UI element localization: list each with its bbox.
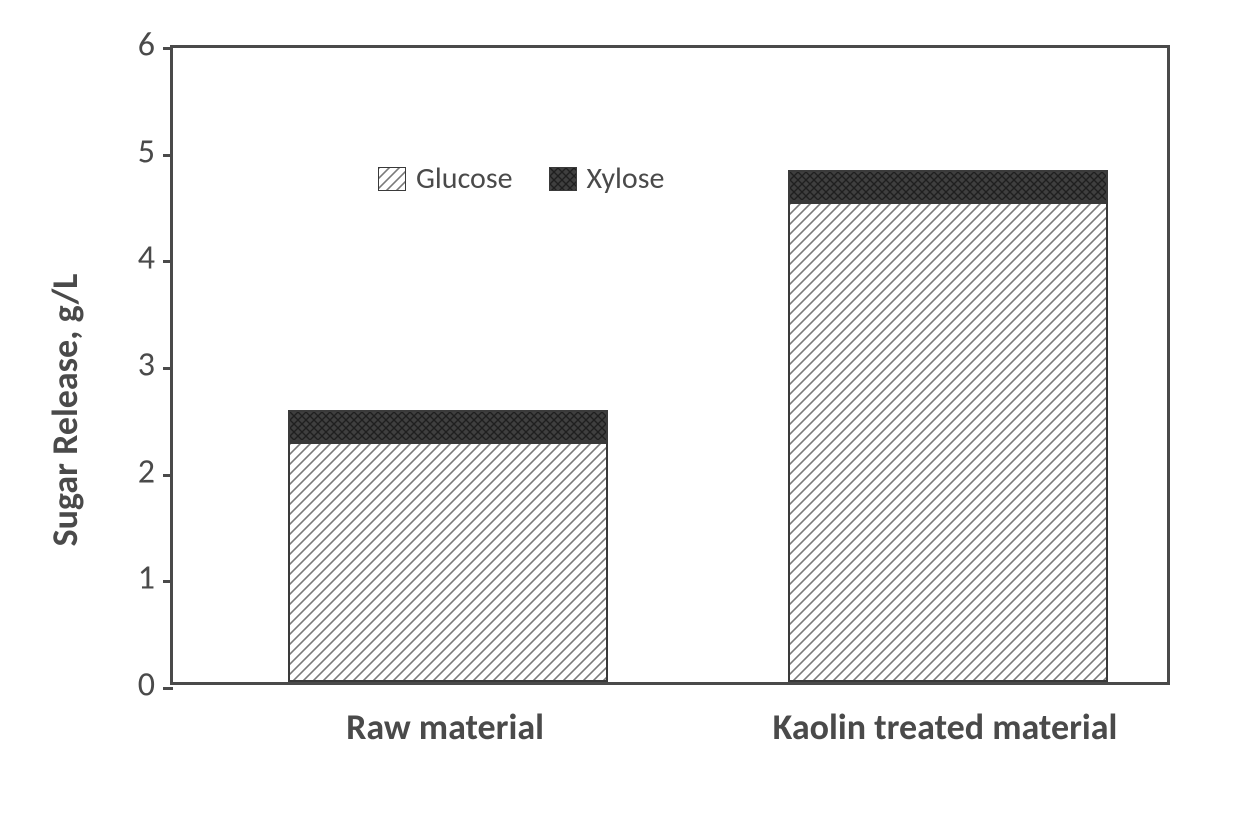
- y-tick-mark: [163, 580, 173, 583]
- y-tick-mark: [163, 47, 173, 50]
- y-tick-mark: [163, 154, 173, 157]
- y-tick-label: 4: [138, 238, 155, 279]
- bar-segment-glucose: [788, 202, 1108, 682]
- x-category-kaolin-treated: Kaolin treated material: [773, 705, 1118, 749]
- y-axis-label: Sugar Release, g/L: [43, 274, 87, 547]
- y-tick-label: 1: [138, 558, 155, 599]
- y-axis-ticks: 0123456: [103, 45, 155, 685]
- y-tick-mark: [163, 474, 173, 477]
- bar-segment-xylose: [288, 410, 608, 442]
- legend-item-glucose: Glucose: [378, 160, 513, 197]
- legend-item-xylose: Xylose: [549, 160, 665, 197]
- bar-segment-xylose: [788, 170, 1108, 202]
- legend-label-glucose: Glucose: [416, 160, 513, 197]
- x-category-raw-material: Raw material: [346, 705, 544, 749]
- bar-segment-glucose: [288, 442, 608, 682]
- y-tick-mark: [163, 260, 173, 263]
- y-tick-label: 2: [138, 451, 155, 492]
- plot-area: Glucose Xylose: [170, 45, 1170, 685]
- legend-swatch-glucose: [378, 167, 406, 191]
- y-tick-mark: [163, 687, 173, 690]
- legend-swatch-xylose: [549, 167, 577, 191]
- legend: Glucose Xylose: [378, 160, 664, 197]
- legend-label-xylose: Xylose: [587, 160, 665, 197]
- y-tick-label: 5: [138, 131, 155, 172]
- y-tick-label: 0: [138, 665, 155, 706]
- sugar-release-chart: Sugar Release, g/L 0123456 Glucose Xylos…: [75, 45, 1170, 775]
- y-tick-mark: [163, 367, 173, 370]
- y-tick-label: 3: [138, 345, 155, 386]
- y-tick-label: 6: [138, 25, 155, 66]
